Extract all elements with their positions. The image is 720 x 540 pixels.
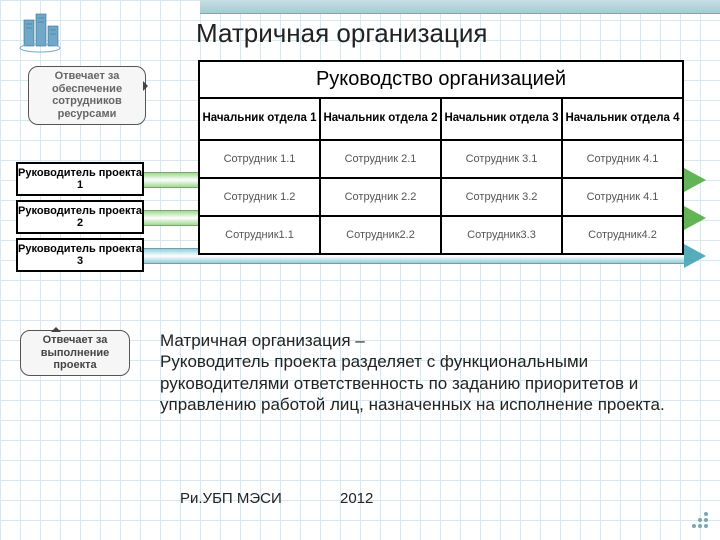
matrix-cell: Сотрудник 1.1 bbox=[200, 141, 321, 177]
dept-cell: Начальник отдела 1 bbox=[200, 99, 321, 139]
matrix-cell: Сотрудник 4.1 bbox=[563, 141, 682, 177]
callout-resources: Отвечает за обеспечение сотрудников ресу… bbox=[28, 66, 146, 125]
project-manager-box: Руководитель проекта 2 bbox=[16, 200, 144, 234]
resize-grip-icon bbox=[688, 508, 710, 530]
matrix-cell: Сотрудник 2.1 bbox=[321, 141, 442, 177]
matrix-row: Сотрудник 1.2 Сотрудник 2.2 Сотрудник 3.… bbox=[200, 179, 682, 217]
dept-cell: Начальник отдела 3 bbox=[442, 99, 563, 139]
org-matrix: Руководство организацией Начальник отдел… bbox=[198, 60, 684, 255]
matrix-cell: Сотрудник 1.2 bbox=[200, 179, 321, 215]
matrix-cell: Сотрудник 3.2 bbox=[442, 179, 563, 215]
logo-icon bbox=[14, 6, 64, 56]
matrix-cell: Сотрудник 3.1 bbox=[442, 141, 563, 177]
description-text: Матричная организация – Руководитель про… bbox=[160, 330, 682, 415]
footer-org: Ри.УБП МЭСИ bbox=[180, 490, 282, 507]
matrix-cell: Сотрудник1.1 bbox=[200, 217, 321, 253]
project-manager-box: Руководитель проекта 3 bbox=[16, 238, 144, 272]
matrix-row: Сотрудник1.1 Сотрудник2.2 Сотрудник3.3 С… bbox=[200, 217, 682, 253]
matrix-cell: Сотрудник4.2 bbox=[563, 217, 682, 253]
footer-year: 2012 bbox=[340, 490, 373, 507]
dept-header-row: Начальник отдела 1 Начальник отдела 2 На… bbox=[200, 99, 682, 141]
dept-cell: Начальник отдела 4 bbox=[563, 99, 682, 139]
matrix-row: Сотрудник 1.1 Сотрудник 2.1 Сотрудник 3.… bbox=[200, 141, 682, 179]
project-manager-box: Руководитель проекта 1 bbox=[16, 162, 144, 196]
matrix-top-header: Руководство организацией bbox=[200, 62, 682, 99]
matrix-cell: Сотрудник3.3 bbox=[442, 217, 563, 253]
dept-cell: Начальник отдела 2 bbox=[321, 99, 442, 139]
page-title: Матричная организация bbox=[196, 18, 487, 49]
matrix-cell: Сотрудник2.2 bbox=[321, 217, 442, 253]
top-accent-bar bbox=[200, 0, 720, 14]
callout-execution: Отвечает за выполнение проекта bbox=[20, 330, 130, 376]
matrix-cell: Сотрудник 2.2 bbox=[321, 179, 442, 215]
matrix-cell: Сотрудник 4.1 bbox=[563, 179, 682, 215]
